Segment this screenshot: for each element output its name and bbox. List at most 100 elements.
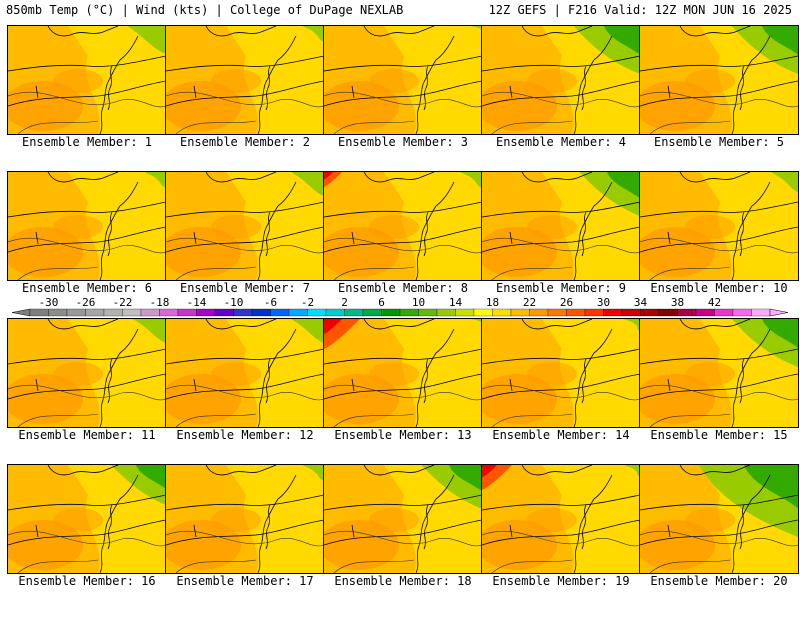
temperature-map [165,318,325,428]
colorbar-tick-label: 42 [707,296,722,309]
colorbar-swatch [566,308,586,317]
colorbar-swatch [362,308,382,317]
colorbar-swatch [695,308,715,317]
temperature-map [481,318,641,428]
ensemble-member-label: Ensemble Member: 20 [650,574,788,588]
colorbar-tick-label: 26 [559,296,574,309]
colorbar-swatch [29,308,49,317]
ensemble-panel: Ensemble Member: 14 [481,318,641,473]
ensemble-member-label: Ensemble Member: 7 [179,281,311,295]
ensemble-panel: Ensemble Member: 10 [639,171,799,326]
colorbar-tick-label: -26 [75,296,96,309]
colorbar-swatch [233,308,253,317]
ensemble-panel: Ensemble Member: 12 [165,318,325,473]
colorbar-tick-label: -14 [186,296,207,309]
colorbar-tick-label: 18 [485,296,500,309]
colorbar-swatch [214,308,234,317]
ensemble-panel: Ensemble Member: 2 [165,25,325,180]
ensemble-panel: Ensemble Member: 6 [7,171,167,326]
temperature-map [639,171,799,281]
chart-title: 850mb Temp (°C) | Wind (kts) | College o… [6,3,404,17]
colorbar-swatch [751,308,771,317]
colorbar-right-arrow [769,308,789,317]
colorbar-tick-label: 22 [522,296,537,309]
colorbar-swatch [714,308,734,317]
colorbar-swatch [436,308,456,317]
colorbar-swatch [344,308,364,317]
ensemble-panel: Ensemble Member: 15 [639,318,799,473]
ensemble-panel: Ensemble Member: 13 [323,318,483,473]
ensemble-panel: Ensemble Member: 5 [639,25,799,180]
temperature-map [165,464,325,574]
colorbar-swatch [584,308,604,317]
colorbar-swatch [381,308,401,317]
ensemble-member-label: Ensemble Member: 17 [176,574,314,588]
ensemble-member-label: Ensemble Member: 15 [650,428,788,442]
colorbar-tick-label: -6 [263,296,278,309]
colorbar-swatch [677,308,697,317]
ensemble-panel: Ensemble Member: 9 [481,171,641,326]
colorbar-swatch [325,308,345,317]
ensemble-member-label: Ensemble Member: 8 [337,281,469,295]
colorbar-swatch [196,308,216,317]
colorbar-swatch [85,308,105,317]
colorbar-tick-label: 10 [411,296,426,309]
colorbar-swatch [603,308,623,317]
ensemble-member-label: Ensemble Member: 1 [21,135,153,149]
ensemble-member-label: Ensemble Member: 13 [334,428,472,442]
ensemble-panel: Ensemble Member: 19 [481,464,641,619]
ensemble-member-label: Ensemble Member: 18 [334,574,472,588]
temperature-map [639,464,799,574]
colorbar-tick-label: 14 [448,296,463,309]
ensemble-panel: Ensemble Member: 1 [7,25,167,180]
ensemble-member-label: Ensemble Member: 4 [495,135,627,149]
ensemble-member-label: Ensemble Member: 11 [18,428,156,442]
colorbar-tick-label: 2 [341,296,348,309]
colorbar-tick-label: -22 [112,296,133,309]
ensemble-panel: Ensemble Member: 18 [323,464,483,619]
temperature-map [481,171,641,281]
colorbar-swatch [48,308,68,317]
colorbar-tick-label: 6 [378,296,385,309]
temperature-map [165,171,325,281]
colorbar-swatch [122,308,142,317]
colorbar-swatch [66,308,86,317]
temperature-map [639,25,799,135]
colorbar-tick-label: 34 [633,296,648,309]
colorbar-swatch [658,308,678,317]
colorbar-swatch [307,308,327,317]
colorbar-swatch [473,308,493,317]
colorbar-swatch [159,308,179,317]
colorbar-swatch [418,308,438,317]
colorbar-swatch [732,308,752,317]
colorbar-tick-label: -10 [223,296,244,309]
temperature-map [481,25,641,135]
colorbar-tick-label: 38 [670,296,685,309]
colorbar-swatch [251,308,271,317]
ensemble-member-label: Ensemble Member: 3 [337,135,469,149]
colorbar-left-arrow [11,308,31,317]
run-valid-time: 12Z GEFS | F216 Valid: 12Z MON JUN 16 20… [488,3,792,17]
ensemble-member-label: Ensemble Member: 12 [176,428,314,442]
ensemble-panel: Ensemble Member: 8 [323,171,483,326]
temperature-map [481,464,641,574]
ensemble-member-label: Ensemble Member: 6 [21,281,153,295]
ensemble-member-label: Ensemble Member: 9 [495,281,627,295]
colorbar-swatch [640,308,660,317]
colorbar-tick-label: -2 [300,296,315,309]
ensemble-member-label: Ensemble Member: 5 [653,135,785,149]
colorbar-swatch [103,308,123,317]
colorbar-swatch [547,308,567,317]
temperature-map [323,171,483,281]
temperature-map [7,25,167,135]
ensemble-member-label: Ensemble Member: 19 [492,574,630,588]
temperature-map [7,171,167,281]
temperature-colorbar: -30 -26 -22 -18 -14 -10 -6 -2 2 6 10 14 18 22 26 30 34 38… [0,296,800,318]
temperature-map [323,25,483,135]
colorbar-swatch [510,308,530,317]
ensemble-panel: Ensemble Member: 7 [165,171,325,326]
colorbar-swatch [455,308,475,317]
temperature-map [7,464,167,574]
temperature-map [639,318,799,428]
temperature-map [165,25,325,135]
